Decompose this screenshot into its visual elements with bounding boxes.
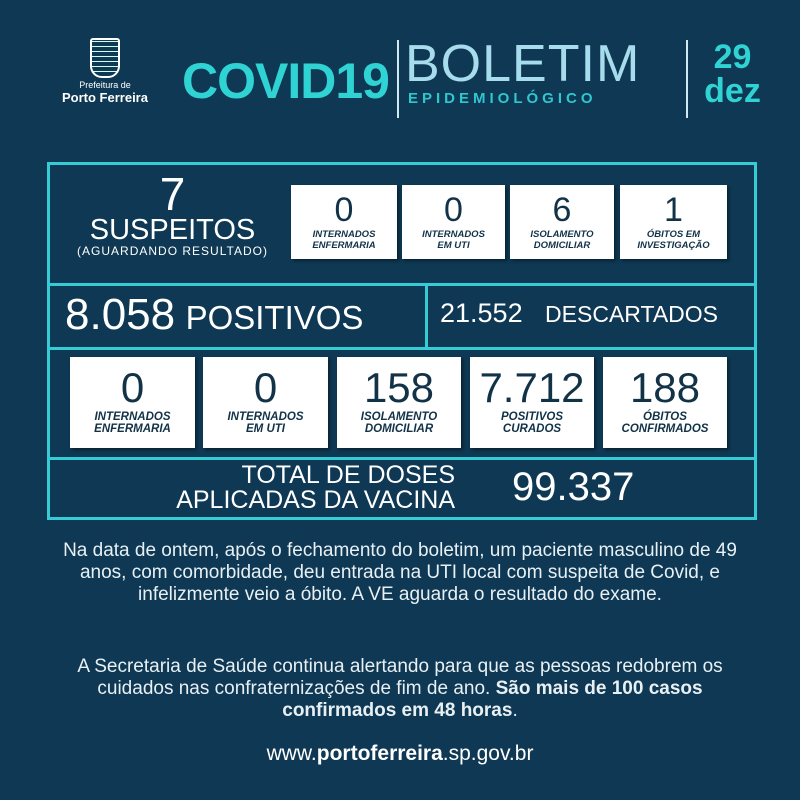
discarded-label: DESCARTADOS [545,301,719,327]
stat-box: 0 INTERNADOS EM UTI [203,357,328,448]
date-day: 29 [713,38,752,76]
divider [686,40,688,118]
crest-icon [90,38,120,78]
stat-box: 158 ISOLAMENTO DOMICILIAR [337,357,461,448]
stat-box: 0 INTERNADOS ENFERMARIA [291,185,397,259]
suspects-summary: 7 SUSPEITOS (AGUARDANDO RESULTADO) [60,168,285,258]
stat-box: 0 INTERNADOS EM UTI [402,185,505,259]
suspects-value: 7 [159,168,186,220]
boletim-title: BOLETIM [405,35,641,93]
logo-line2: Porto Ferreira [62,90,148,105]
vaccine-label: TOTAL DE DOSES APLICADAS DA VACINA [176,461,455,514]
positives-label: POSITIVOS [185,299,364,336]
city-logo: Prefeitura de Porto Ferreira [60,38,150,105]
date: 29 dez [700,40,765,108]
stat-box: 6 ISOLAMENTO DOMICILIAR [510,185,614,259]
date-month: dez [704,72,761,110]
covid-title: COVID19 [182,53,390,109]
discarded: 21.552 DESCARTADOS [440,298,718,329]
positives-value: 8.058 [65,290,176,339]
stat-box: 188 ÓBITOS CONFIRMADOS [603,357,727,448]
stat-box: 7.712 POSITIVOS CURADOS [470,357,594,448]
epidemiologico-subtitle: EPIDEMIOLÓGICO [408,90,597,107]
divider [397,40,399,118]
vaccine-panel [47,457,757,520]
suspects-label: SUSPEITOS [89,214,256,246]
note-paragraph: Na data de ontem, após o fechamento do b… [63,540,737,605]
stat-box: 1 ÓBITOS EM INVESTIGAÇÃO [620,185,727,259]
positives: 8.058 POSITIVOS [65,290,363,340]
stat-box: 0 INTERNADOS ENFERMARIA [70,357,195,448]
vaccine-value: 99.337 [512,465,635,509]
alert-paragraph: A Secretaria de Saúde continua alertando… [77,656,723,721]
website-link[interactable]: www.portoferreira.sp.gov.br [266,742,534,765]
suspects-sub: (AGUARDANDO RESULTADO) [77,244,268,258]
logo-line1: Prefeitura de [79,80,131,90]
discarded-value: 21.552 [440,298,523,328]
